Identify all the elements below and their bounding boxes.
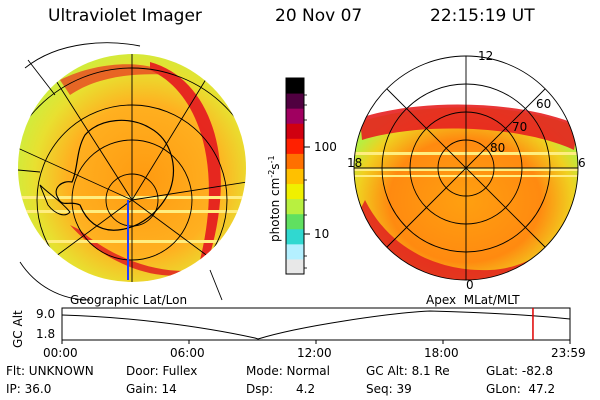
right-caption: Apex MLat/MLT [426,293,520,307]
left-stripe-2 [20,210,246,213]
door-info: Door: Fullex [126,364,198,378]
dsp-info: Dsp: 4.2 [246,382,316,396]
xtick-2359: 23:59 [551,346,586,360]
altitude-plot: GC Alt 9.0 1.8 [11,307,571,348]
color-scale-cell [286,138,304,154]
time-label: 22:15:19 UT [430,6,535,26]
ip-info: IP: 36.0 [6,382,52,396]
color-scale-cell [286,213,304,230]
antarctica-outline [55,119,174,231]
geographic-image [17,42,246,301]
left-stripe-1 [20,196,246,199]
sequence-info: Seq: 39 [366,382,412,396]
mode-info: Mode: Normal [246,364,330,378]
right-stripe-3 [354,175,578,177]
xtick-0000: 00:00 [43,346,78,360]
gain-info: Gain: 14 [126,382,177,396]
xtick-0600: 06:00 [170,346,205,360]
left-outer-grid [17,42,223,301]
altitude-ytick-bottom: 1.8 [36,327,55,341]
altitude-xticks [61,340,571,344]
color-minor-ticks [304,94,307,269]
mlt-label-0: 0 [466,278,474,292]
right-oval-top [360,104,578,150]
flight-info: Flt: UNKNOWN [6,364,94,378]
color-scale-cell [286,183,304,200]
glat-info: GLat: -82.8 [486,364,553,378]
peninsula-outline [39,184,71,216]
color-scale-cell [286,258,304,275]
date-label: 20 Nov 07 [275,6,363,26]
altitude-curve [61,310,571,340]
left-stripe-3 [20,240,246,243]
color-scale-cell [286,198,304,215]
color-scale-unit: photon cm-2s-1 [267,155,282,242]
left-caption: Geographic Lat/Lon [70,293,187,307]
color-tick-label-10: 10 [314,227,329,241]
color-scale-cell [286,168,304,185]
left-arc-top [60,64,170,95]
mlt-label-12: 12 [478,49,493,63]
color-scale-cell [286,153,304,169]
mlat-label-70: 70 [512,120,527,134]
color-scale-cell [286,123,304,139]
meridian-3 [18,139,133,201]
mlt-label-18: 18 [347,156,362,170]
mlat-label-60: 60 [536,97,551,111]
gc-altitude-info: GC Alt: 8.1 Re [366,364,450,378]
color-scale-frame [285,77,305,275]
left-auroral-oval [150,62,221,278]
meridian-7 [131,179,246,201]
color-scale-cell [286,243,304,260]
mlat-label-80: 80 [490,141,505,155]
color-scale-cell [286,228,304,245]
color-scale-cell [286,93,304,109]
altitude-ytick-top: 9.0 [36,307,55,321]
mlt-label-6: 6 [578,156,586,170]
magnetic-image: 12 18 6 0 60 70 80 [347,49,586,292]
left-arc-bottom [70,225,200,276]
color-scale-cell [286,78,304,94]
color-tick-label-100: 100 [314,140,337,154]
mlt-line-diag-2 [386,88,546,248]
color-scale-cell [286,108,304,124]
color-scale: 100 10 photon cm-2s-1 [267,77,337,275]
instrument-title: Ultraviolet Imager [48,6,202,26]
altitude-plot-frame [61,307,571,341]
altitude-ylabel: GC Alt [11,310,25,348]
xtick-1800: 18:00 [424,346,459,360]
glon-info: GLon: 47.2 [486,382,556,396]
color-scale-cells [286,78,304,275]
xtick-1200: 12:00 [297,346,332,360]
